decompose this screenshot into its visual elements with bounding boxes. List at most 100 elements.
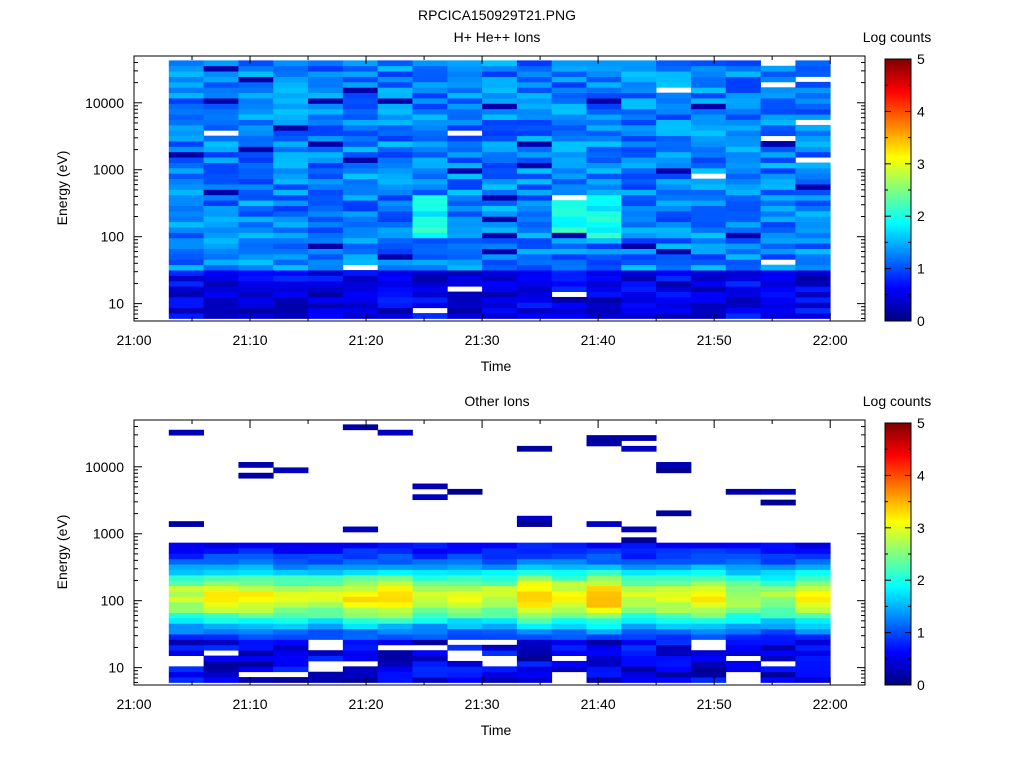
- heatmap-cell: [447, 216, 483, 223]
- heatmap-cell: [690, 275, 727, 282]
- heatmap-cell: [516, 264, 553, 271]
- heatmap-cell: [168, 607, 205, 613]
- heatmap-cell: [725, 553, 761, 560]
- heatmap-cell: [482, 81, 518, 88]
- heatmap-cell: [656, 655, 692, 662]
- heatmap-cell: [238, 617, 274, 624]
- heatmap-cell: [656, 60, 692, 67]
- heatmap-cell: [377, 275, 413, 282]
- heatmap-cell: [377, 237, 413, 244]
- heatmap-cell: [377, 671, 413, 678]
- heatmap-cell: [238, 302, 274, 309]
- heatmap-cell: [273, 76, 309, 83]
- heatmap-cell: [516, 248, 553, 255]
- heatmap-cell: [760, 628, 796, 635]
- heatmap-cell: [168, 210, 205, 217]
- heatmap-cell: [273, 108, 309, 115]
- heatmap-cell: [342, 607, 379, 613]
- heatmap-cell: [656, 98, 692, 104]
- heatmap-cell: [412, 216, 448, 223]
- heatmap-cell: [238, 221, 274, 228]
- heatmap-cell: [656, 184, 692, 190]
- heatmap-cell: [273, 60, 309, 67]
- heatmap-cell: [168, 585, 205, 592]
- heatmap-cell: [412, 65, 448, 72]
- colorbar: 0 1 2 3 4 5: [884, 51, 925, 329]
- heatmap-cell: [621, 146, 657, 153]
- colorbar-tick-label: 0: [917, 677, 925, 693]
- heatmap-cell: [168, 302, 205, 309]
- heatmap-cell: [551, 644, 587, 651]
- heatmap-cell: [168, 184, 205, 190]
- heatmap-cell: [168, 237, 205, 244]
- heatmap-cell: [273, 184, 309, 190]
- heatmap-cell: [482, 216, 518, 223]
- heatmap-cell: [586, 607, 622, 613]
- heatmap-cell: [725, 60, 761, 67]
- heatmap-cell: [656, 510, 692, 517]
- heatmap-cell: [621, 65, 657, 72]
- heatmap-cell: [482, 221, 518, 228]
- heatmap-cell: [238, 184, 274, 190]
- heatmap-cell: [690, 92, 727, 99]
- heatmap-cell: [238, 666, 274, 673]
- heatmap-cell: [447, 253, 483, 260]
- heatmap-cell: [447, 141, 483, 147]
- heatmap-cell: [760, 184, 796, 190]
- heatmap-cell: [656, 574, 692, 581]
- heatmap-cell: [342, 286, 379, 292]
- heatmap-cell: [168, 232, 205, 239]
- heatmap-cell: [725, 237, 761, 244]
- heatmap-cell: [412, 280, 448, 287]
- heatmap-cell: [168, 119, 205, 126]
- heatmap-cell: [690, 259, 727, 266]
- heatmap-cell: [412, 286, 448, 292]
- heatmap-cell: [482, 232, 518, 239]
- heatmap-cell: [795, 114, 831, 120]
- heatmap-cell: [621, 612, 657, 619]
- heatmap-cell: [203, 617, 239, 624]
- heatmap-cell: [447, 119, 483, 126]
- heatmap-cell: [621, 302, 657, 309]
- heatmap-cell: [760, 130, 796, 137]
- heatmap-cell: [412, 660, 448, 667]
- heatmap-cell: [377, 114, 413, 120]
- heatmap-cell: [482, 302, 518, 309]
- heatmap-cell: [482, 548, 518, 554]
- heatmap-cell: [377, 98, 413, 104]
- heatmap-cell: [238, 130, 274, 137]
- heatmap-cells: [168, 60, 831, 319]
- heatmap-cell: [203, 634, 239, 640]
- heatmap-cell: [516, 542, 553, 549]
- heatmap-cell: [238, 275, 274, 282]
- heatmap-cell: [760, 232, 796, 239]
- heatmap-cell: [168, 194, 205, 201]
- x-tick-label: 21:50: [697, 696, 732, 712]
- heatmap-cell: [551, 184, 587, 190]
- heatmap-cell: [273, 92, 309, 99]
- heatmap-cell: [760, 237, 796, 244]
- heatmap-cell: [760, 488, 796, 495]
- heatmap-cell: [725, 167, 761, 174]
- colorbar-gradient: [884, 58, 912, 322]
- heatmap-cell: [586, 65, 622, 72]
- heatmap-cell: [203, 135, 239, 142]
- heatmap-cell: [308, 628, 344, 635]
- heatmap-cell: [760, 542, 796, 549]
- heatmap-cell: [690, 108, 727, 115]
- heatmap-cell: [586, 237, 622, 244]
- heatmap-cell: [551, 248, 587, 255]
- heatmap-cell: [447, 302, 483, 309]
- heatmap-cell: [377, 280, 413, 287]
- heatmap-cell: [795, 184, 831, 190]
- heatmap-cell: [516, 574, 553, 581]
- heatmap-cell: [203, 200, 239, 206]
- heatmap-cell: [482, 558, 518, 565]
- heatmap-cell: [795, 634, 831, 640]
- heatmap-cell: [377, 151, 413, 158]
- heatmap-cell: [377, 194, 413, 201]
- heatmap-cell: [238, 76, 274, 83]
- heatmap-cell: [447, 623, 483, 630]
- heatmap-cell: [203, 302, 239, 309]
- y-axis-label: Energy (eV): [54, 515, 70, 590]
